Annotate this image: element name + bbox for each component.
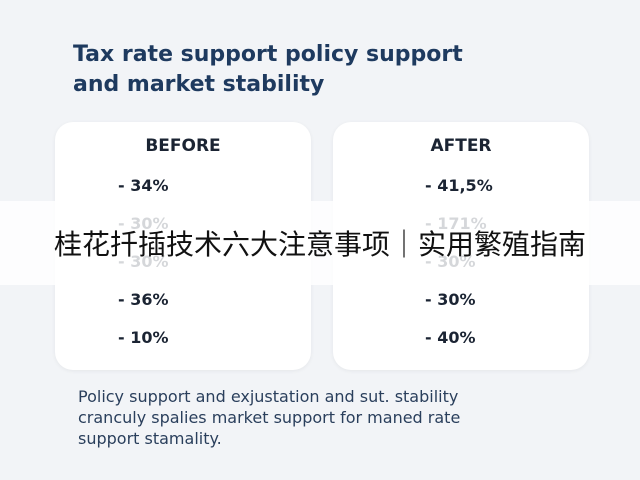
title: Tax rate support policy support and mark… [73, 40, 593, 100]
overlay-banner: 桂花扦插技术六大注意事项｜实用繁殖指南 [0, 201, 640, 285]
list-item: - 10% [118, 328, 169, 347]
caption: Policy support and exjustation and sut. … [78, 386, 598, 449]
title-line: Tax rate support policy support [73, 42, 463, 67]
caption-line: cranculy spalies market support for mane… [78, 408, 461, 427]
list-item: - 41,5% [425, 176, 493, 195]
list-item: - 34% [118, 176, 169, 195]
list-item: - 30% [425, 290, 476, 309]
caption-line: Policy support and exjustation and sut. … [78, 387, 459, 406]
list-item: - 40% [425, 328, 476, 347]
caption-line: support stamality. [78, 429, 222, 448]
card-heading: BEFORE [145, 136, 221, 156]
card-heading: AFTER [430, 136, 492, 156]
list-item: - 36% [118, 290, 169, 309]
title-line: and market stability [73, 72, 325, 97]
